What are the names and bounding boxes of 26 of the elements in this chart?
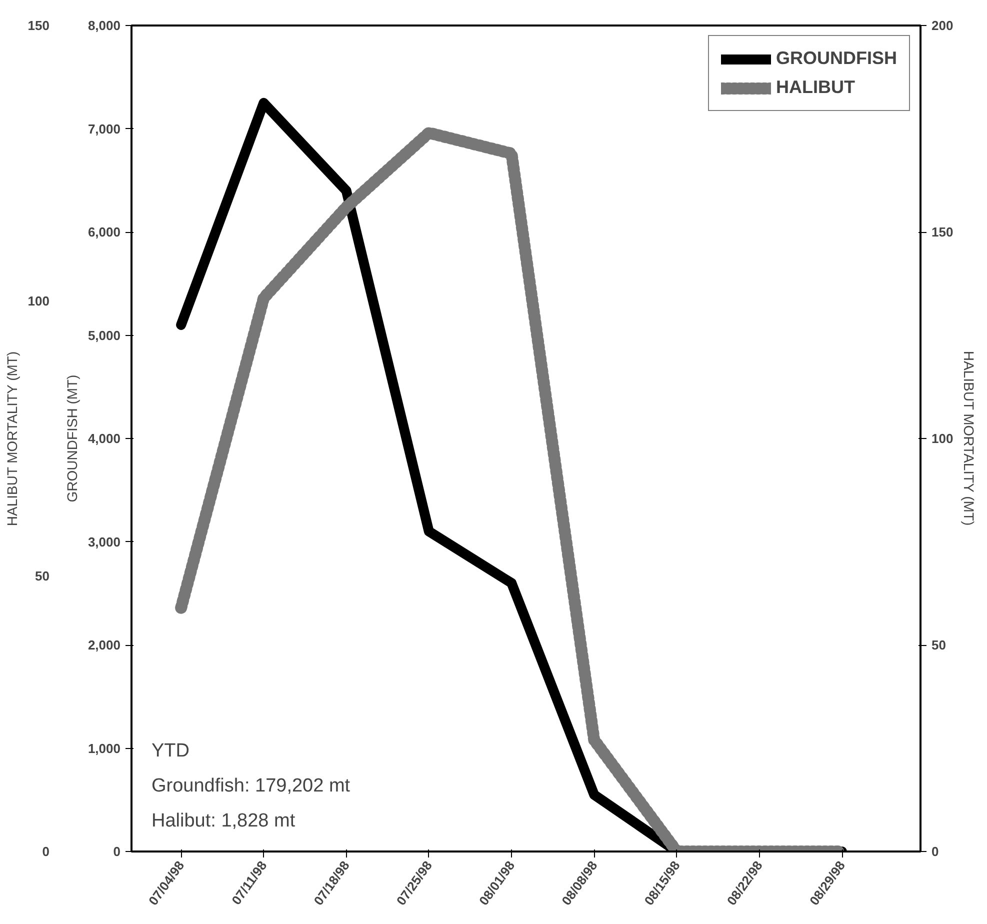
y3-tick-label: 50 [35,568,50,584]
y2-tick-label: 100 [932,431,954,446]
annotation: Halibut: 1,828 mt [152,810,296,832]
y2-tick-label: 0 [932,844,939,859]
y-tick-label: 5,000 [88,328,121,343]
y-tick-label: 4,000 [88,431,121,446]
y2-axis-title: HALIBUT MORTALITY (MT) [961,350,978,526]
y-axis-title: GROUNDFISH (MT) [64,374,80,502]
y-tick-label: 2,000 [88,638,121,652]
annotation: YTD [152,740,190,762]
y-tick-label: 3,000 [88,534,121,550]
y3-tick-label: 150 [28,18,50,33]
y2-tick-label: 50 [932,638,946,652]
y-tick-label: 1,000 [88,740,121,756]
legend-label: HALIBUT [776,77,855,98]
y3-tick-label: 100 [28,293,50,308]
y-tick-label: 8,000 [88,18,121,33]
y2-tick-label: 150 [932,224,954,240]
annotation: Groundfish: 179,202 mt [152,776,351,796]
y2-tick-label: 200 [932,18,954,33]
legend-label: GROUNDFISH [776,48,897,69]
y-tick-label: 0 [113,844,121,859]
y3-axis-title: HALIBUT MORTALITY (MT) [4,351,20,526]
y-tick-label: 7,000 [88,121,121,136]
y3-tick-label: 0 [42,844,50,859]
y-tick-label: 6,000 [88,224,121,240]
